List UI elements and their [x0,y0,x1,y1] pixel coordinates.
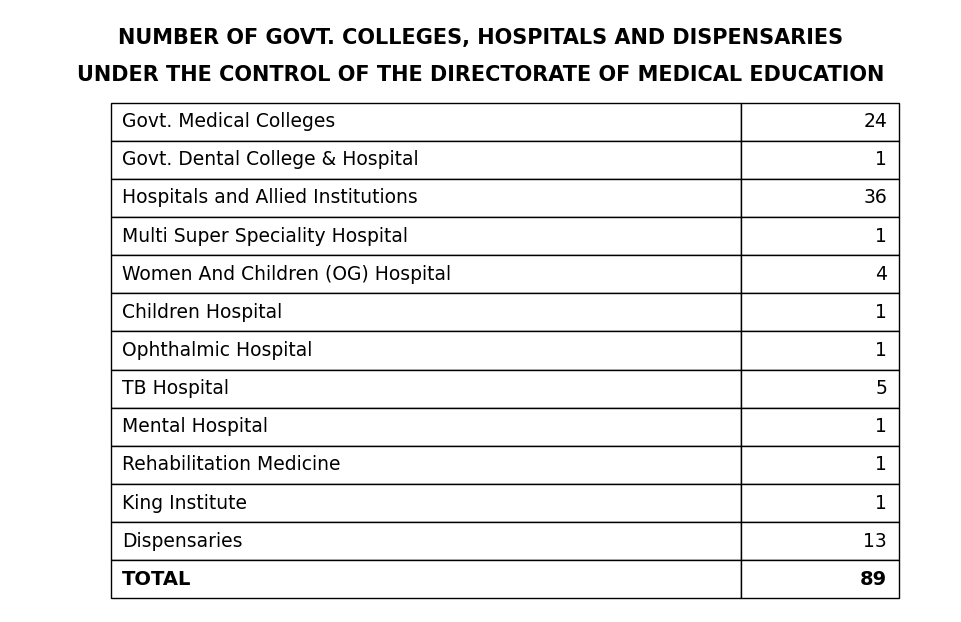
Text: Multi Super Speciality Hospital: Multi Super Speciality Hospital [122,226,408,246]
Text: Govt. Dental College & Hospital: Govt. Dental College & Hospital [122,151,419,169]
Text: 13: 13 [863,532,887,550]
Text: 24: 24 [863,112,887,131]
Text: 1: 1 [875,151,887,169]
Text: Rehabilitation Medicine: Rehabilitation Medicine [122,455,340,475]
Text: 1: 1 [875,226,887,246]
Text: UNDER THE CONTROL OF THE DIRECTORATE OF MEDICAL EDUCATION: UNDER THE CONTROL OF THE DIRECTORATE OF … [77,65,884,85]
Text: TOTAL: TOTAL [122,570,191,589]
Text: Ophthalmic Hospital: Ophthalmic Hospital [122,341,312,360]
Text: Govt. Medical Colleges: Govt. Medical Colleges [122,112,335,131]
Text: 1: 1 [875,417,887,436]
Text: 1: 1 [875,493,887,513]
Text: King Institute: King Institute [122,493,247,513]
Text: Hospitals and Allied Institutions: Hospitals and Allied Institutions [122,188,418,208]
Text: Children Hospital: Children Hospital [122,303,283,322]
Text: NUMBER OF GOVT. COLLEGES, HOSPITALS AND DISPENSARIES: NUMBER OF GOVT. COLLEGES, HOSPITALS AND … [118,28,843,48]
Text: 5: 5 [875,379,887,398]
Text: 1: 1 [875,455,887,475]
Text: 1: 1 [875,303,887,322]
Text: TB Hospital: TB Hospital [122,379,229,398]
Text: 89: 89 [860,570,887,589]
Text: Women And Children (OG) Hospital: Women And Children (OG) Hospital [122,265,451,284]
Text: Dispensaries: Dispensaries [122,532,242,550]
Text: 36: 36 [863,188,887,208]
Text: 4: 4 [875,265,887,284]
Text: Mental Hospital: Mental Hospital [122,417,268,436]
Text: 1: 1 [875,341,887,360]
